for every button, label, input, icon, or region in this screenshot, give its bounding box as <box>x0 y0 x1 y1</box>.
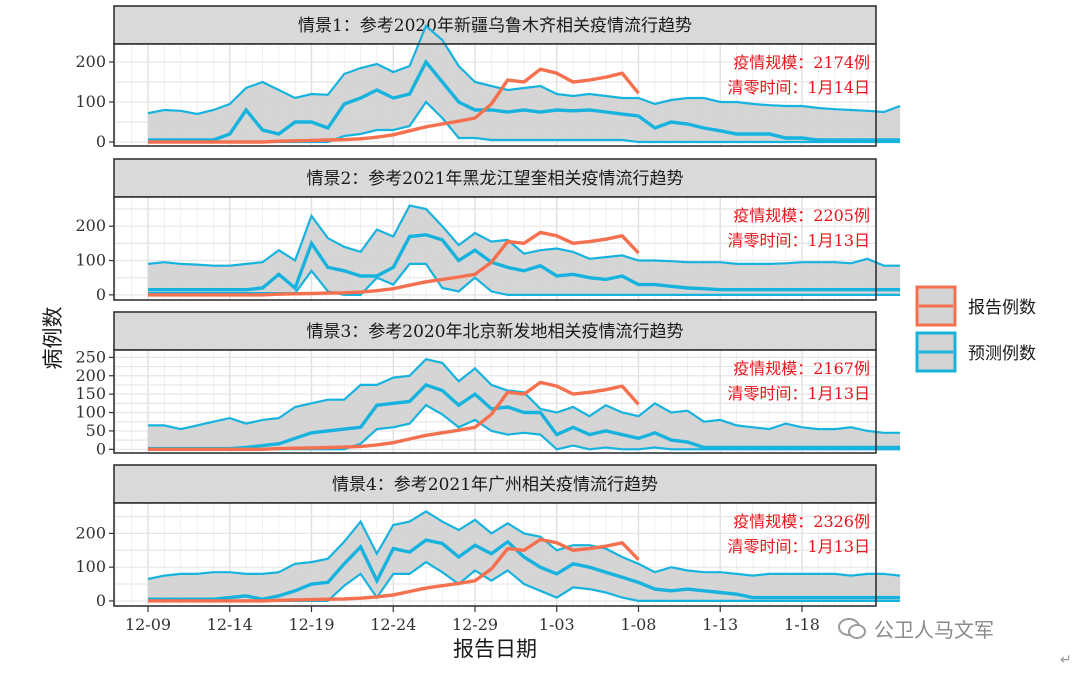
panel-title: 情景4：参考2021年广州相关疫情流行趋势 <box>332 475 658 495</box>
y-tick-label: 100 <box>75 557 106 576</box>
annotation-scale: 疫情规模：2167例 <box>733 359 870 378</box>
panel-1: 情景1：参考2020年新疆乌鲁木齐相关疫情流行趋势 0 100 200 疫情规模：217… <box>75 5 901 151</box>
annotation-scale: 疫情规模：2174例 <box>733 53 870 72</box>
reported-line <box>148 537 640 603</box>
y-tick-label: 50 <box>86 421 106 440</box>
x-tick-label: 12-09 <box>125 615 171 634</box>
y-tick-label: 0 <box>96 439 106 458</box>
y-tick-label: 100 <box>75 92 106 111</box>
y-tick-label: 200 <box>75 523 106 542</box>
prediction-band <box>148 26 901 142</box>
y-tick-label: 200 <box>75 366 106 385</box>
predicted-median-line <box>148 58 901 142</box>
return-mark: ↵ <box>1060 652 1072 668</box>
y-tick-label: 0 <box>96 591 106 610</box>
predicted-upper-line <box>147 510 901 581</box>
panel-title: 情景3：参考2020年北京新发地相关疫情流行趋势 <box>306 322 683 342</box>
x-tick-label: 1-03 <box>539 615 575 634</box>
y-tick-label: 100 <box>75 403 106 422</box>
x-tick-label: 12-24 <box>370 615 416 634</box>
y-tick-label: 0 <box>96 132 106 151</box>
panel-border <box>113 349 877 454</box>
prediction-band <box>148 359 901 450</box>
panel-title: 情景1：参考2020年新疆乌鲁木齐相关疫情流行趋势 <box>298 16 692 36</box>
x-tick-label: 1-18 <box>784 615 820 634</box>
annotation-clear-date: 清零时间：1月13日 <box>727 537 870 556</box>
watermark: 公卫人马文军 <box>838 610 1053 646</box>
y-tick-label: 0 <box>96 285 106 304</box>
annotation-scale: 疫情规模：2205例 <box>733 206 870 225</box>
legend: 报告例数 预测例数 <box>915 285 1036 373</box>
x-tick-label: 12-29 <box>452 615 498 634</box>
legend-label-predicted: 预测例数 <box>968 344 1036 364</box>
x-axis-title: 报告日期 <box>453 637 537 661</box>
wechat-icon <box>838 616 866 640</box>
y-tick-label: 100 <box>75 251 106 270</box>
y-tick-label: 200 <box>75 52 106 71</box>
reported-line <box>148 67 640 144</box>
prediction-band <box>148 205 901 295</box>
reported-line <box>148 230 640 297</box>
predicted-upper-line <box>147 204 901 267</box>
x-tick-label: 1-13 <box>702 615 738 634</box>
x-tick-label: 12-14 <box>207 615 253 634</box>
panel-border <box>113 502 877 607</box>
panel-2: 情景2：参考2021年黑龙江望奎相关疫情流行趋势 0 100 200 疫情规模：2205… <box>75 158 901 304</box>
watermark-text: 公卫人马文军 <box>874 617 994 642</box>
x-tick-label: 12-19 <box>288 615 334 634</box>
predicted-median-line <box>148 233 901 292</box>
y-tick-label: 150 <box>75 384 106 403</box>
x-axis: 12-09 12-14 12-19 12-24 12-29 1-03 1-08 1-13 1-1… <box>125 606 820 634</box>
panel-strip <box>113 464 877 504</box>
reported-line <box>148 380 640 451</box>
y-axis-title: 病例数 <box>41 307 65 370</box>
panel-border <box>113 43 877 147</box>
annotation-clear-date: 清零时间：1月14日 <box>727 78 870 97</box>
panel-strip <box>113 5 877 45</box>
x-tick-label: 1-08 <box>621 615 657 634</box>
panel-title: 情景2：参考2021年黑龙江望奎相关疫情流行趋势 <box>306 169 683 189</box>
predicted-median-line <box>148 382 901 451</box>
annotation-clear-date: 清零时间：1月13日 <box>727 231 870 250</box>
predicted-median-line <box>148 538 901 601</box>
panel-strip <box>113 158 877 198</box>
y-tick-label: 250 <box>75 347 106 366</box>
panel-border <box>113 196 877 301</box>
legend-label-reported: 报告例数 <box>968 298 1036 318</box>
y-tick-label: 200 <box>75 216 106 235</box>
predicted-upper-line <box>147 24 901 116</box>
panel-4: 情景4：参考2021年广州相关疫情流行趋势 0 100 200 疫情规模：2326例清零… <box>75 464 901 610</box>
annotation-scale: 疫情规模：2326例 <box>733 512 870 531</box>
annotation-clear-date: 清零时间：1月13日 <box>727 384 870 403</box>
